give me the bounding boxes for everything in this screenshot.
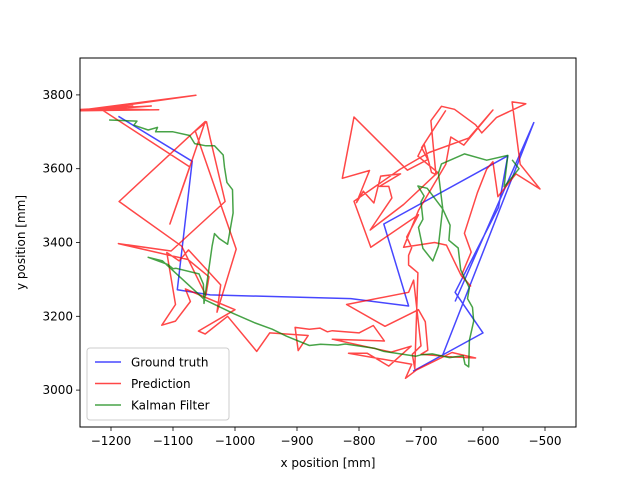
y-tick-label: 3600: [42, 162, 73, 176]
legend-label-prediction: Prediction: [131, 377, 191, 391]
x-tick-label: −1200: [91, 434, 132, 448]
legend-box: [86, 347, 230, 421]
y-tick-label: 3000: [42, 383, 73, 397]
x-tick-label: −900: [281, 434, 314, 448]
legend-label-kalman-filter: Kalman Filter: [131, 399, 210, 413]
legend-label-ground-truth: Ground truth: [131, 356, 209, 370]
y-tick-label: 3400: [42, 236, 73, 250]
series-line-prediction: [80, 94, 541, 380]
series-line-kalman-filter: [109, 119, 520, 368]
x-tick-label: −800: [343, 434, 376, 448]
x-tick-label: −500: [529, 434, 562, 448]
y-axis-label: y position [mm]: [14, 195, 28, 290]
x-tick-label: −600: [467, 434, 500, 448]
x-axis-label: x position [mm]: [280, 456, 375, 470]
x-tick-label: −1000: [215, 434, 256, 448]
legend: Ground truth Prediction Kalman Filter: [86, 347, 230, 421]
series-layer: [80, 94, 541, 380]
ticks-layer: −1200 −1100 −1000 −900 −800 −700 −600 −500 3000 3…: [42, 88, 561, 448]
y-tick-label: 3200: [42, 309, 73, 323]
x-tick-label: −700: [405, 434, 438, 448]
y-tick-label: 3800: [42, 88, 73, 102]
x-tick-label: −1100: [153, 434, 194, 448]
